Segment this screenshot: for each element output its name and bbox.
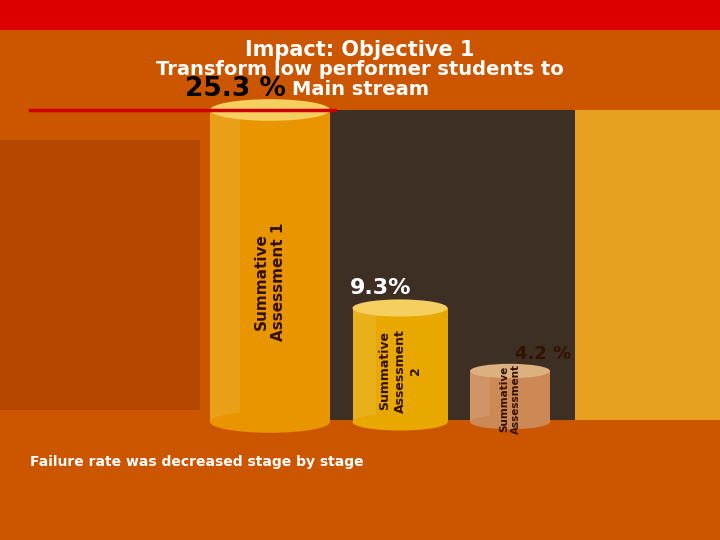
Text: Summative
Assessment 1: Summative Assessment 1 <box>254 222 287 341</box>
Bar <box>210 110 240 422</box>
Ellipse shape <box>210 411 330 433</box>
Text: Summative
Assessment
2: Summative Assessment 2 <box>379 329 421 413</box>
Bar <box>470 371 490 422</box>
Ellipse shape <box>210 99 330 121</box>
Bar <box>0 140 200 410</box>
Text: Main stream: Main stream <box>292 80 428 99</box>
Bar <box>575 110 720 420</box>
Bar <box>0 0 720 30</box>
Bar <box>215 110 575 420</box>
Ellipse shape <box>353 414 448 430</box>
Text: 25.3 %: 25.3 % <box>185 76 286 102</box>
Text: Transform low performer students to: Transform low performer students to <box>156 60 564 79</box>
Ellipse shape <box>470 415 550 429</box>
Text: Failure rate was decreased stage by stage: Failure rate was decreased stage by stag… <box>30 455 364 469</box>
Bar <box>353 308 377 422</box>
Bar <box>470 371 550 422</box>
Text: 4.2 %: 4.2 % <box>515 345 571 363</box>
Bar <box>353 308 448 422</box>
Text: Summative
Assessment: Summative Assessment <box>499 364 521 434</box>
Text: 9.3%: 9.3% <box>350 278 412 298</box>
Text: Impact: Objective 1: Impact: Objective 1 <box>246 40 474 60</box>
Ellipse shape <box>353 300 448 316</box>
Ellipse shape <box>470 364 550 378</box>
Bar <box>210 110 330 422</box>
